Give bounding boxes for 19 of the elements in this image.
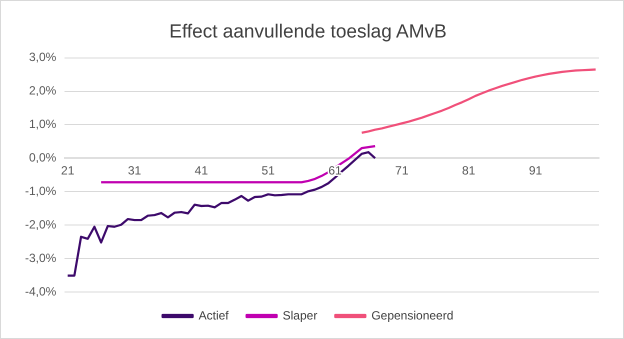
y-tick-label: -2,0% [24, 217, 57, 232]
legend-label: Actief [198, 308, 230, 322]
y-tick-label: -4,0% [24, 284, 57, 298]
x-tick-label: 91 [528, 163, 543, 178]
x-tick-label: 81 [462, 163, 476, 178]
x-tick-label: 41 [194, 163, 208, 178]
x-tick-label: 51 [262, 163, 276, 178]
y-tick-label: -3,0% [24, 250, 57, 265]
chart-title: Effect aanvullende toeslag AMvB [169, 22, 447, 43]
y-tick-label: -1,0% [24, 184, 57, 198]
y-tick-label: 2,0% [28, 84, 57, 98]
y-tick-label: 1,0% [28, 117, 57, 132]
y-tick-label: 0,0% [28, 150, 57, 164]
x-tick-label: 31 [128, 163, 142, 178]
legend-label: Gepensioneerd [371, 308, 454, 322]
y-tick-label: 3,0% [28, 50, 57, 64]
legend-label: Slaper [282, 308, 318, 322]
x-tick-label: 71 [395, 163, 409, 178]
x-tick-label: 21 [61, 163, 75, 178]
